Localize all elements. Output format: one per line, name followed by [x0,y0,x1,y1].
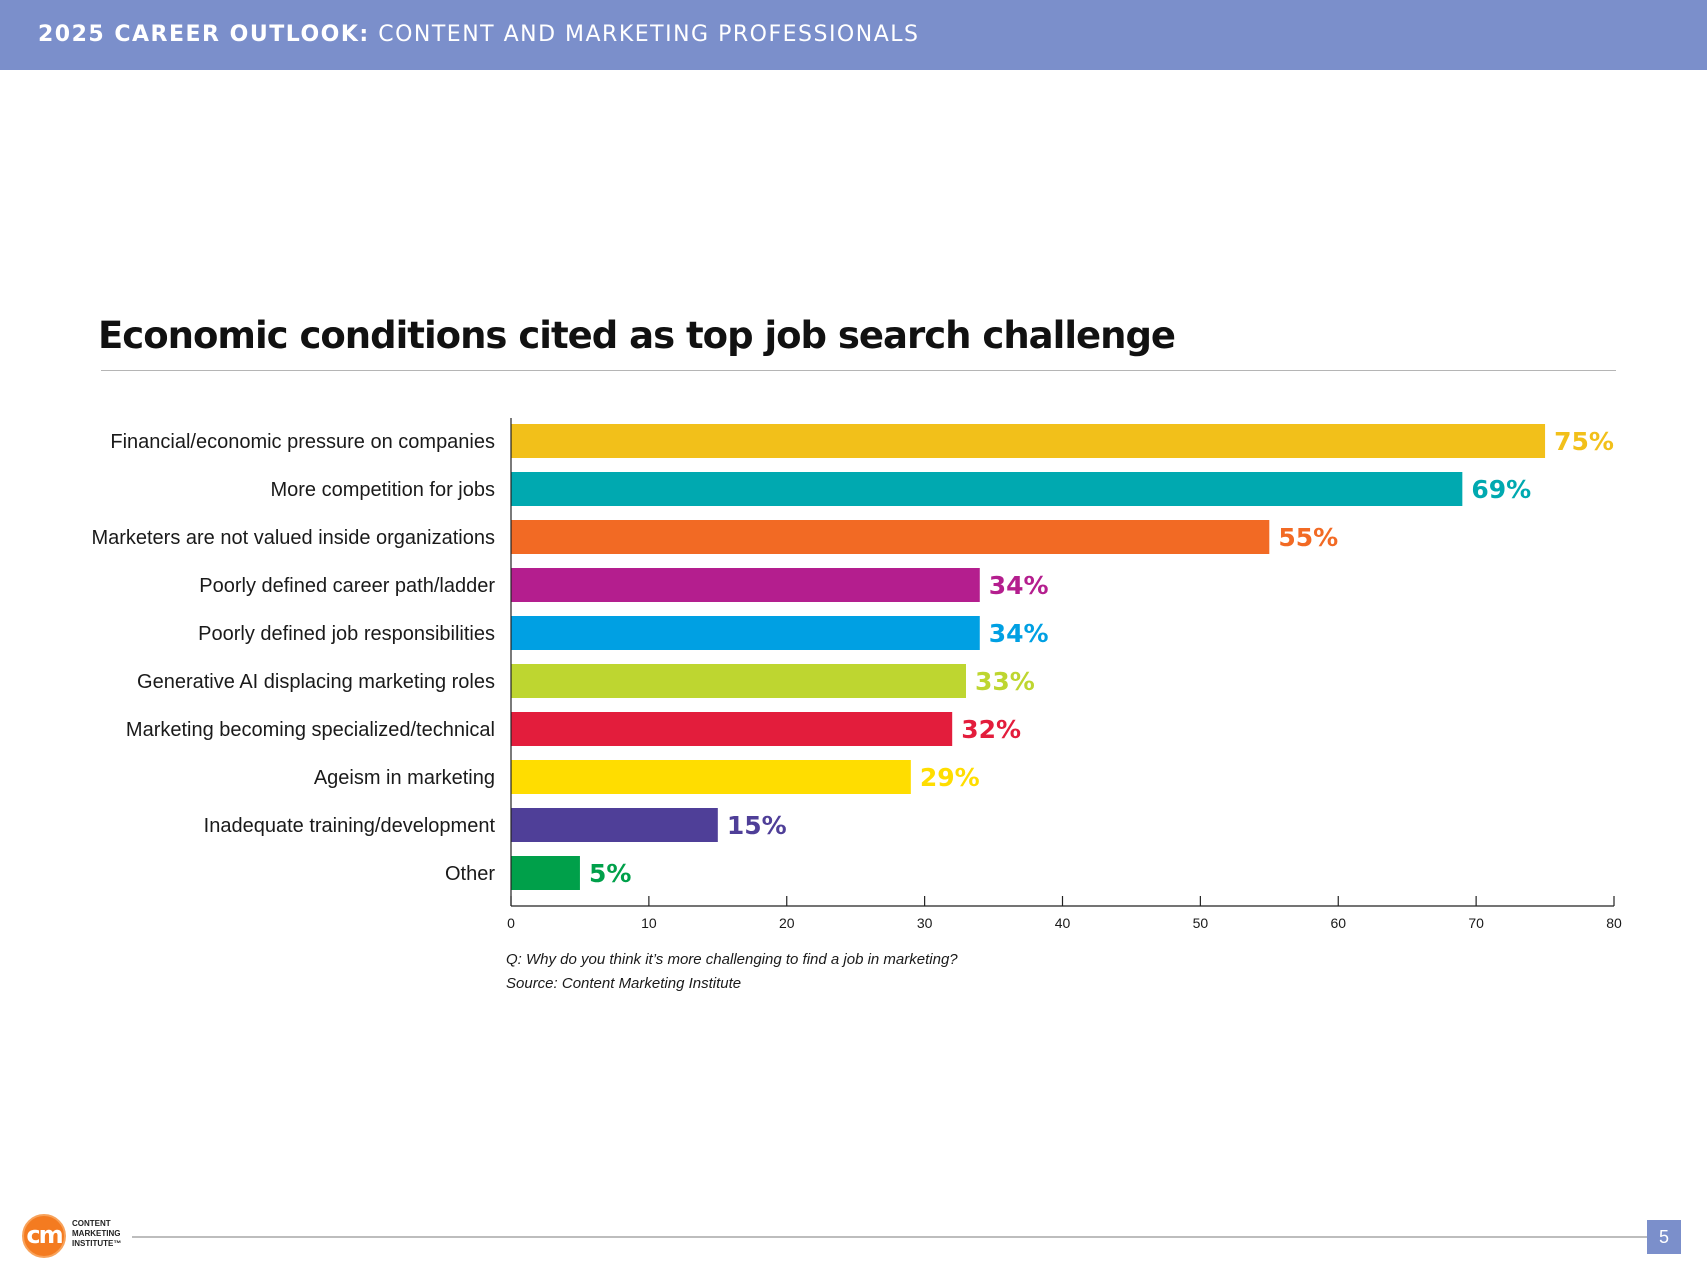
x-tick-label: 30 [917,915,933,931]
axis-layer: 0 10 20 30 40 50 60 70 80 [507,418,1622,931]
header-bar: 2025 CAREER OUTLOOK: CONTENT AND MARKETI… [0,0,1707,70]
x-tick-label: 0 [507,915,515,931]
bar [511,808,718,842]
category-label: Financial/economic pressure on companies [110,431,495,453]
category-label: More competition for jobs [270,479,495,501]
x-tick-label: 50 [1193,915,1209,931]
bar [511,424,1546,458]
value-label: 15% [727,811,787,840]
category-label: Generative AI displacing marketing roles [137,671,495,693]
x-tick-label: 20 [779,915,795,931]
value-label: 32% [961,715,1021,744]
header-title-light: CONTENT AND MARKETING PROFESSIONALS [378,22,920,47]
header-title-strong: 2025 CAREER OUTLOOK: [38,22,370,47]
logo-circle-icon [22,1214,66,1258]
bar [511,664,966,698]
source-note: Source: Content Marketing Institute [506,975,742,992]
value-label: 33% [975,667,1035,696]
question-note: Q: Why do you think it’s more challengin… [506,951,958,968]
category-label: Marketing becoming specialized/technical [126,719,495,741]
bar [511,760,911,794]
category-label: Poorly defined career path/ladder [199,575,495,597]
logo-mark: cm [26,1221,63,1249]
bar [511,616,980,650]
header-title: 2025 CAREER OUTLOOK: CONTENT AND MARKETI… [38,22,919,47]
bar [511,472,1463,506]
page-number: 5 [1647,1220,1681,1254]
x-tick-label: 80 [1606,915,1622,931]
bar [511,568,980,602]
cmi-logo: cm CONTENT MARKETING INSTITUTE™ [22,1212,132,1262]
value-label: 5% [589,859,631,888]
category-label: Ageism in marketing [314,767,495,789]
logo-line-3: INSTITUTE™ [72,1239,122,1248]
value-label: 34% [989,571,1049,600]
bar [511,712,953,746]
title-divider [101,370,1616,371]
value-label: 34% [989,619,1049,648]
category-label: Poorly defined job responsibilities [198,623,495,645]
bar [511,856,580,890]
logo-line-2: MARKETING [72,1229,121,1238]
x-tick-label: 70 [1468,915,1484,931]
value-label: 75% [1554,427,1614,456]
x-tick-label: 60 [1330,915,1346,931]
chart-title: Economic conditions cited as top job sea… [98,314,1176,357]
logo-line-1: CONTENT [72,1219,111,1228]
value-label: 69% [1471,475,1531,504]
category-label: Inadequate training/development [204,815,496,837]
value-label: 29% [920,763,980,792]
value-label: 55% [1278,523,1338,552]
x-tick-label: 40 [1055,915,1071,931]
logo-wordmark: CONTENT MARKETING INSTITUTE™ [72,1219,121,1249]
x-tick-label: 10 [641,915,657,931]
bars-layer: Financial/economic pressure on companies… [91,424,1614,890]
bar [511,520,1270,554]
category-label: Marketers are not valued inside organiza… [91,527,495,549]
footer-divider [132,1236,1647,1238]
category-label: Other [445,863,495,885]
